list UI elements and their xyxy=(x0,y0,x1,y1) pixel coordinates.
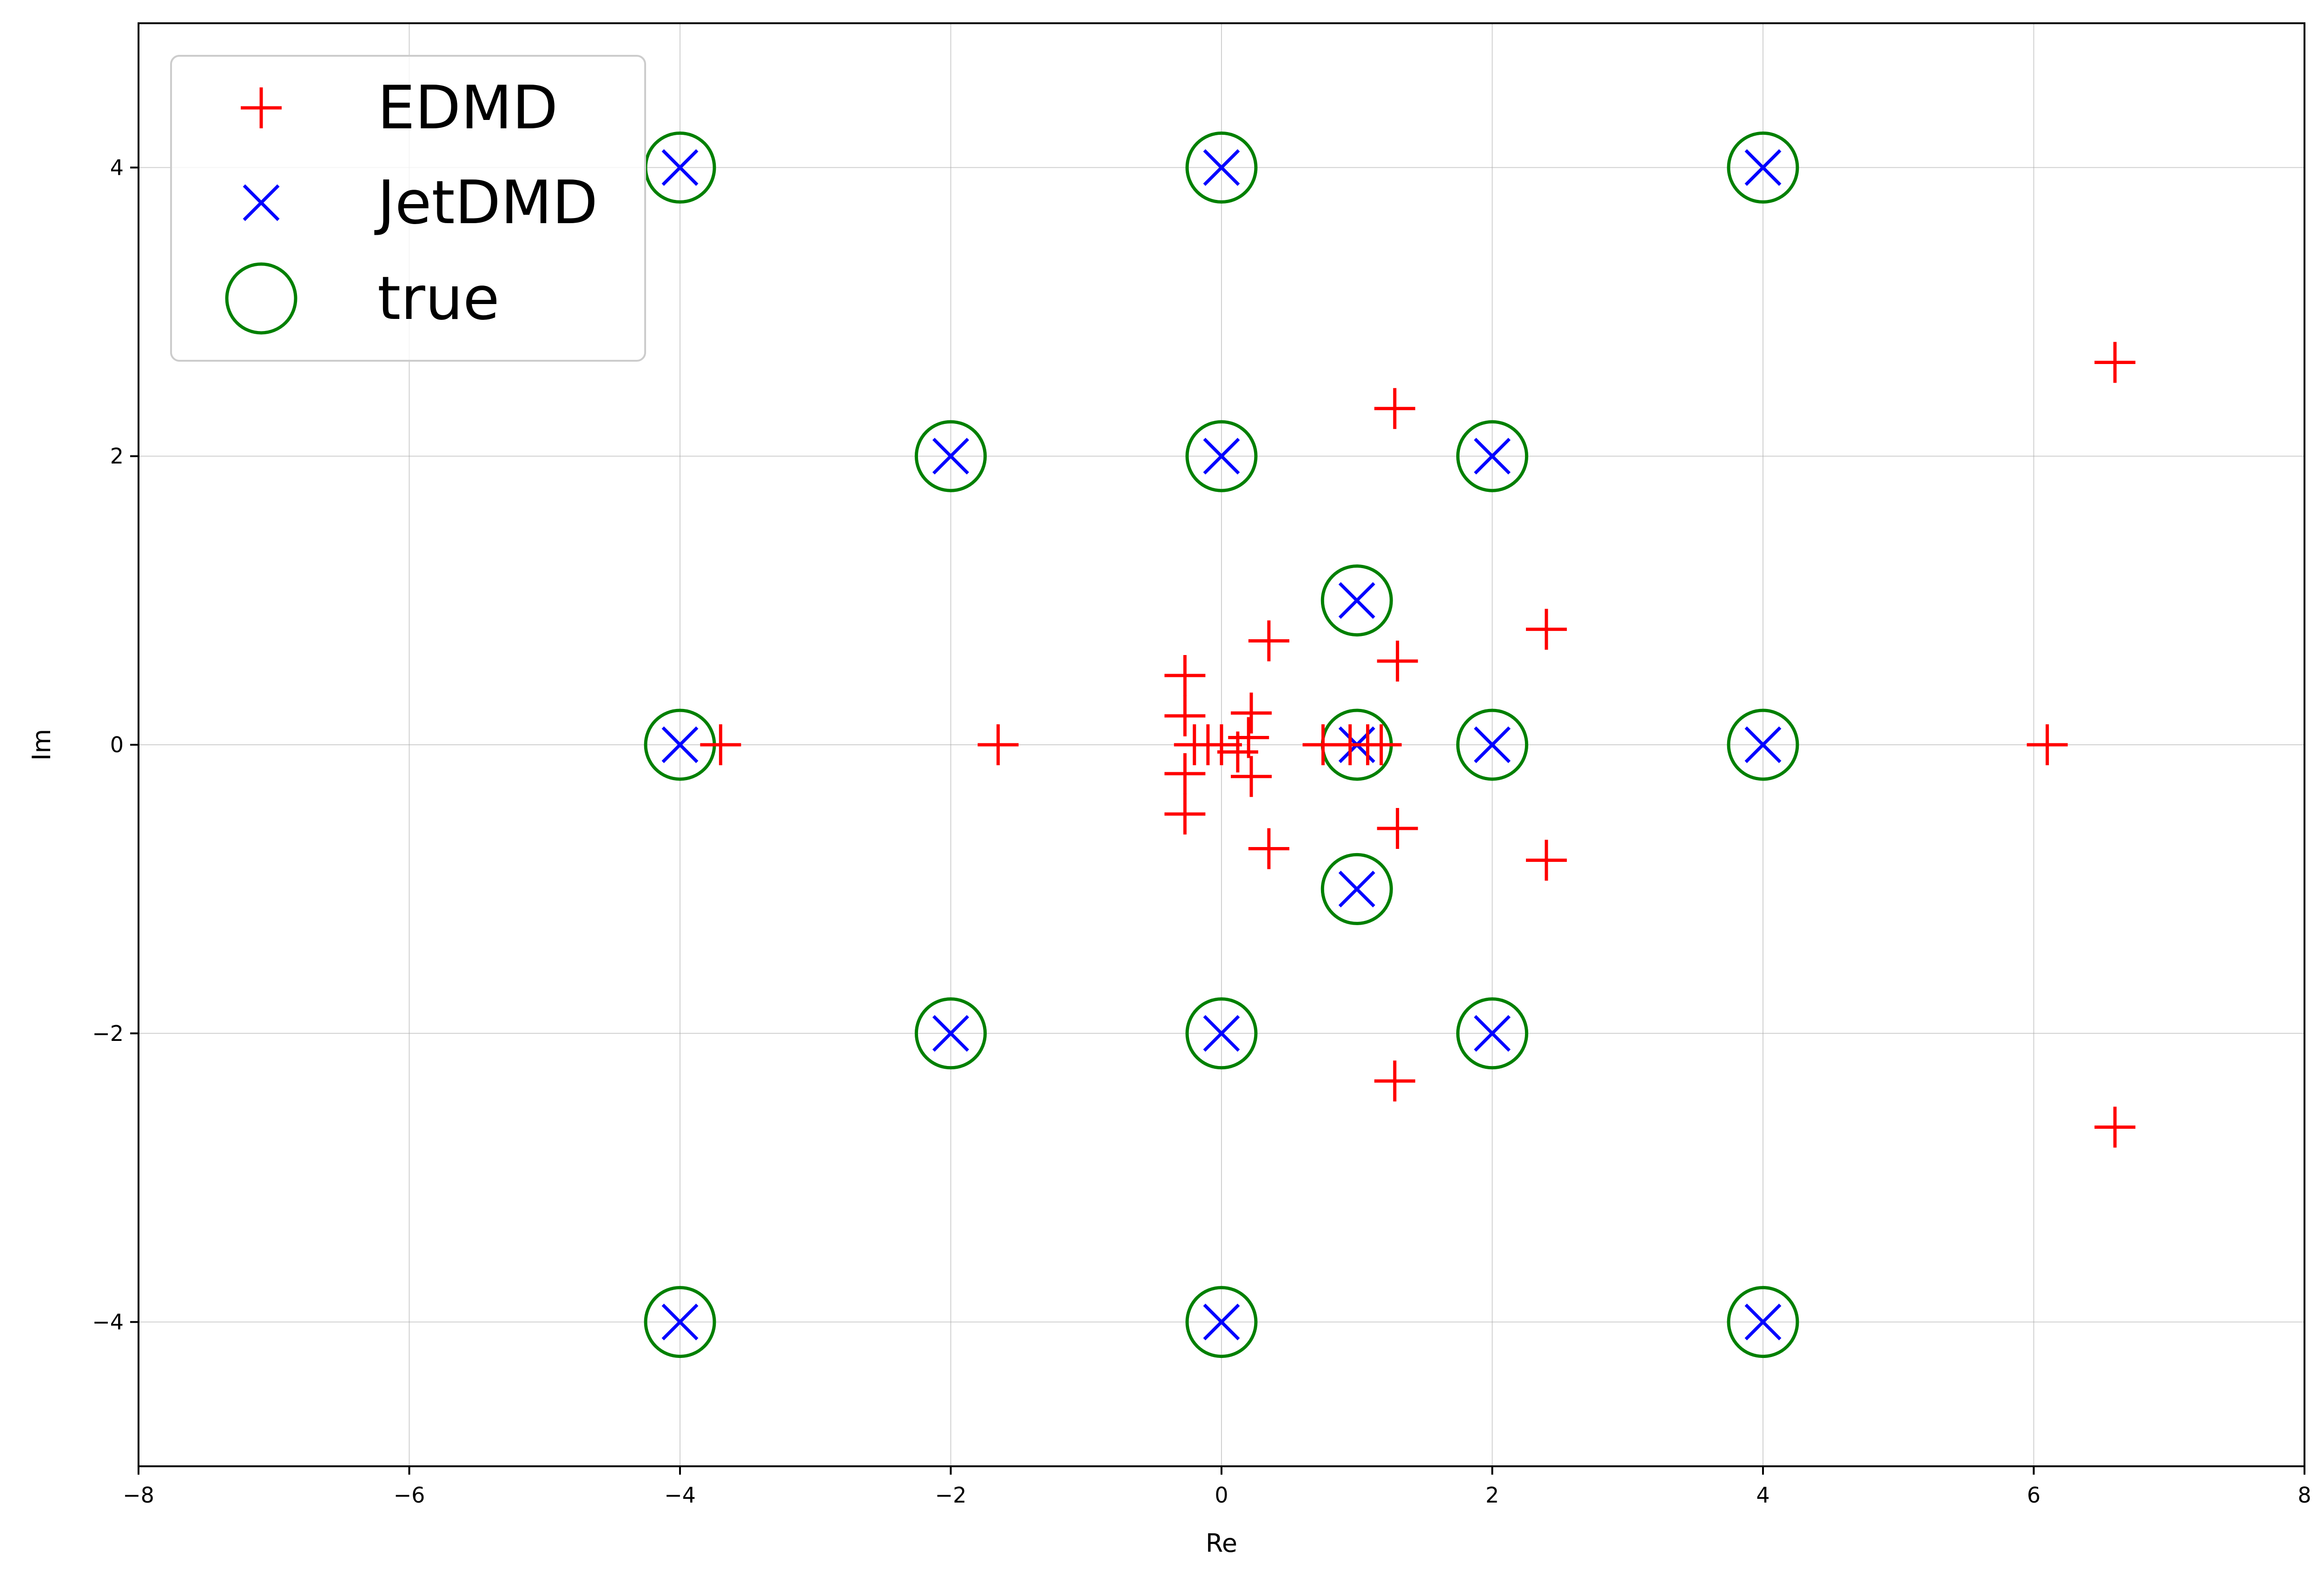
x-tick-label: 8 xyxy=(2298,1483,2311,1508)
edmd-point xyxy=(1231,692,1272,734)
legend-edmd-marker xyxy=(241,87,282,128)
jetdmd-point xyxy=(1744,1304,1782,1341)
jetdmd-marker-b xyxy=(1474,726,1511,763)
x-tick-label: 0 xyxy=(1215,1483,1228,1508)
edmd-point xyxy=(1377,640,1418,682)
x-axis-label: Re xyxy=(1206,1529,1237,1558)
edmd-point xyxy=(1526,840,1567,881)
jetdmd-point xyxy=(1744,149,1782,186)
true-point xyxy=(915,420,987,492)
jetdmd-point xyxy=(932,437,969,475)
jetdmd-point xyxy=(661,1304,699,1341)
legend-true-label: true xyxy=(377,264,500,333)
legend-edmd-label: EDMD xyxy=(377,73,558,143)
jetdmd-marker-b xyxy=(1744,726,1782,763)
true-point xyxy=(1185,131,1258,204)
true-point xyxy=(1185,1286,1258,1358)
edmd-point xyxy=(1248,828,1289,869)
x-tick-label: −6 xyxy=(394,1483,425,1508)
legend-true-marker xyxy=(225,262,297,335)
x-tick-label: −4 xyxy=(664,1483,696,1508)
jetdmd-point xyxy=(1203,1015,1240,1052)
true-point xyxy=(1727,1286,1799,1358)
true-point xyxy=(1456,420,1528,492)
jetdmd-point xyxy=(1203,149,1240,186)
edmd-point xyxy=(1374,1060,1415,1102)
jetdmd-marker-b xyxy=(243,184,280,221)
edmd-point xyxy=(1374,388,1415,429)
true-point xyxy=(1727,131,1799,204)
axis-ticks: −8 −6 −4 −2 0 2 4 6 8 −4 −2 0 2 4 xyxy=(92,155,2311,1508)
jetdmd-marker-b xyxy=(661,149,699,186)
x-tick-label: 4 xyxy=(1756,1483,1769,1508)
jetdmd-point xyxy=(1203,1304,1240,1341)
edmd-point xyxy=(1231,756,1272,797)
jetdmd-marker-b xyxy=(1203,1015,1240,1052)
jetdmd-marker-b xyxy=(1203,1304,1240,1341)
true-point xyxy=(1456,997,1528,1070)
edmd-point xyxy=(1164,793,1206,834)
edmd-point xyxy=(1164,655,1206,696)
edmd-point xyxy=(1248,620,1289,662)
true-point xyxy=(915,997,987,1070)
edmd-point xyxy=(1360,724,1402,765)
edmd-point xyxy=(2094,1106,2136,1148)
edmd-point xyxy=(1164,695,1206,736)
y-tick-label: 2 xyxy=(110,444,124,469)
jetdmd-point xyxy=(661,149,699,186)
edmd-point xyxy=(1526,609,1567,650)
jetdmd-point xyxy=(1744,726,1782,763)
edmd-point xyxy=(1217,731,1258,773)
edmd-point xyxy=(1174,724,1215,765)
edmd-point xyxy=(2094,342,2136,383)
y-tick-label: −2 xyxy=(92,1021,124,1046)
data-points xyxy=(644,131,2136,1358)
legend: EDMD JetDMD true xyxy=(170,55,646,362)
true-point xyxy=(644,1286,716,1358)
true-point xyxy=(1727,709,1799,781)
jetdmd-point xyxy=(1474,1015,1511,1052)
jetdmd-point xyxy=(1338,870,1375,907)
y-tick-label: −4 xyxy=(92,1310,124,1335)
jetdmd-marker-b xyxy=(661,1304,699,1341)
jetdmd-point xyxy=(932,1015,969,1052)
jetdmd-point xyxy=(1474,437,1511,475)
true-point xyxy=(1456,709,1528,781)
jetdmd-point xyxy=(1203,437,1240,475)
jetdmd-marker-b xyxy=(1744,1304,1782,1341)
true-point xyxy=(1185,420,1258,492)
y-axis-label: Im xyxy=(27,729,56,761)
y-tick-label: 0 xyxy=(110,732,124,757)
jetdmd-point xyxy=(661,726,699,763)
jetdmd-marker-b xyxy=(932,437,969,475)
true-point xyxy=(1320,853,1393,925)
legend-jetdmd-label: JetDMD xyxy=(374,168,598,238)
jetdmd-marker-b xyxy=(1338,582,1375,619)
jetdmd-marker-b xyxy=(1474,1015,1511,1052)
legend-jetdmd-marker xyxy=(243,184,280,221)
legend-box xyxy=(170,55,646,362)
edmd-point xyxy=(977,724,1019,765)
true-point xyxy=(1185,997,1258,1070)
jetdmd-marker-b xyxy=(1744,149,1782,186)
jetdmd-marker-b xyxy=(661,726,699,763)
jetdmd-marker-b xyxy=(1474,437,1511,475)
jetdmd-marker-b xyxy=(1203,437,1240,475)
true-point xyxy=(1320,564,1393,637)
jetdmd-marker-b xyxy=(1338,870,1375,907)
x-tick-label: −8 xyxy=(123,1483,154,1508)
edmd-point xyxy=(1164,753,1206,795)
edmd-point xyxy=(1377,808,1418,849)
jetdmd-point xyxy=(1474,726,1511,763)
edmd-point xyxy=(2027,724,2068,765)
x-tick-label: −2 xyxy=(935,1483,967,1508)
x-tick-label: 6 xyxy=(2027,1483,2040,1508)
x-tick-label: 2 xyxy=(1486,1483,1499,1508)
jetdmd-marker-b xyxy=(932,1015,969,1052)
edmd-point xyxy=(700,724,741,765)
jetdmd-marker-b xyxy=(1203,149,1240,186)
y-tick-label: 4 xyxy=(110,155,124,180)
jetdmd-point xyxy=(1338,582,1375,619)
